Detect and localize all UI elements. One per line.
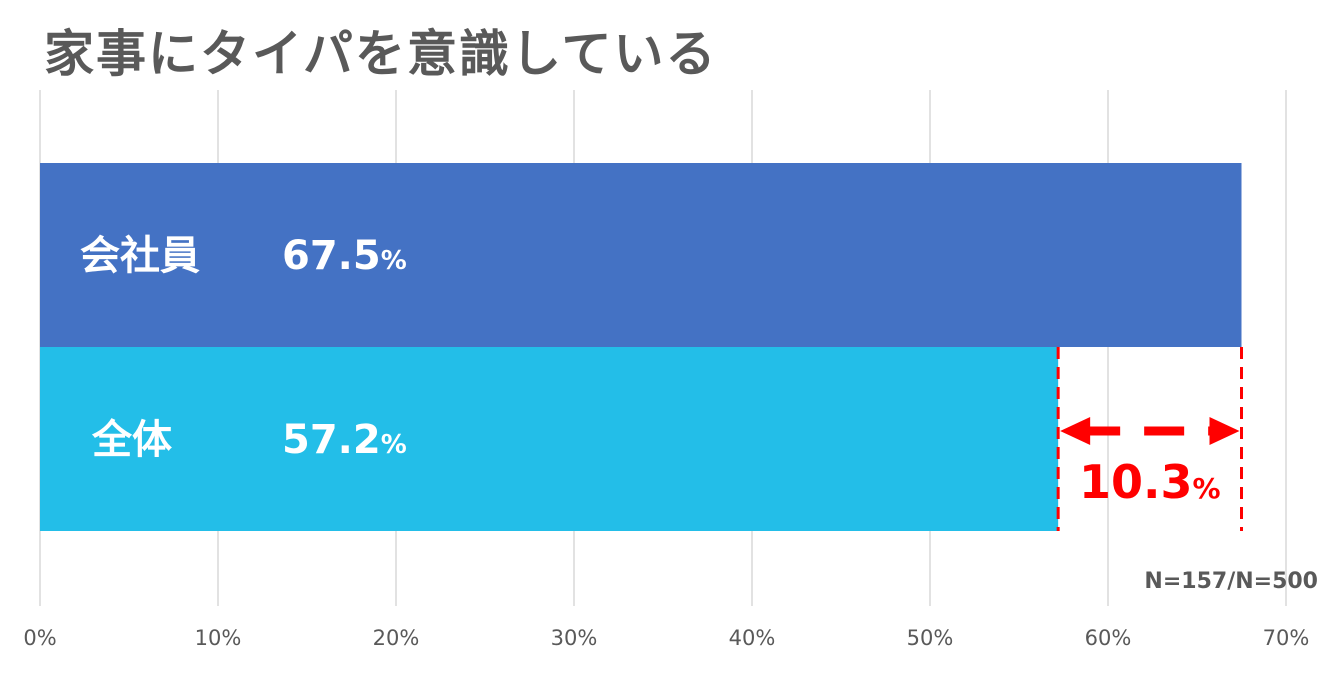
difference-arrowhead-left bbox=[1060, 417, 1091, 445]
x-tick-label: 60% bbox=[1085, 626, 1132, 650]
x-tick-label: 0% bbox=[23, 626, 56, 650]
x-tick-label: 10% bbox=[195, 626, 242, 650]
category-label: 全体 bbox=[91, 417, 172, 463]
chart-title: 家事にタイパを意識している bbox=[44, 25, 718, 83]
x-tick-label: 70% bbox=[1263, 626, 1310, 650]
difference-arrowhead-right bbox=[1209, 417, 1240, 445]
sample-size-note: N=157/N=500 bbox=[1144, 569, 1318, 594]
x-tick-label: 20% bbox=[373, 626, 420, 650]
x-tick-label: 50% bbox=[907, 626, 954, 650]
difference-label: 10.3% bbox=[1079, 455, 1221, 509]
x-tick-label: 40% bbox=[729, 626, 776, 650]
bar bbox=[40, 163, 1242, 347]
category-label: 会社員 bbox=[80, 233, 200, 279]
x-tick-label: 30% bbox=[551, 626, 598, 650]
difference-annotation: 10.3% bbox=[1056, 347, 1243, 531]
x-axis-ticks: 0% 10% 20% 30% 40% 50% 60% 70% bbox=[23, 626, 1309, 650]
data-label: 57.2% bbox=[282, 417, 407, 463]
bar bbox=[40, 347, 1059, 531]
bars: 会社員 67.5%全体 57.2% bbox=[40, 163, 1242, 531]
